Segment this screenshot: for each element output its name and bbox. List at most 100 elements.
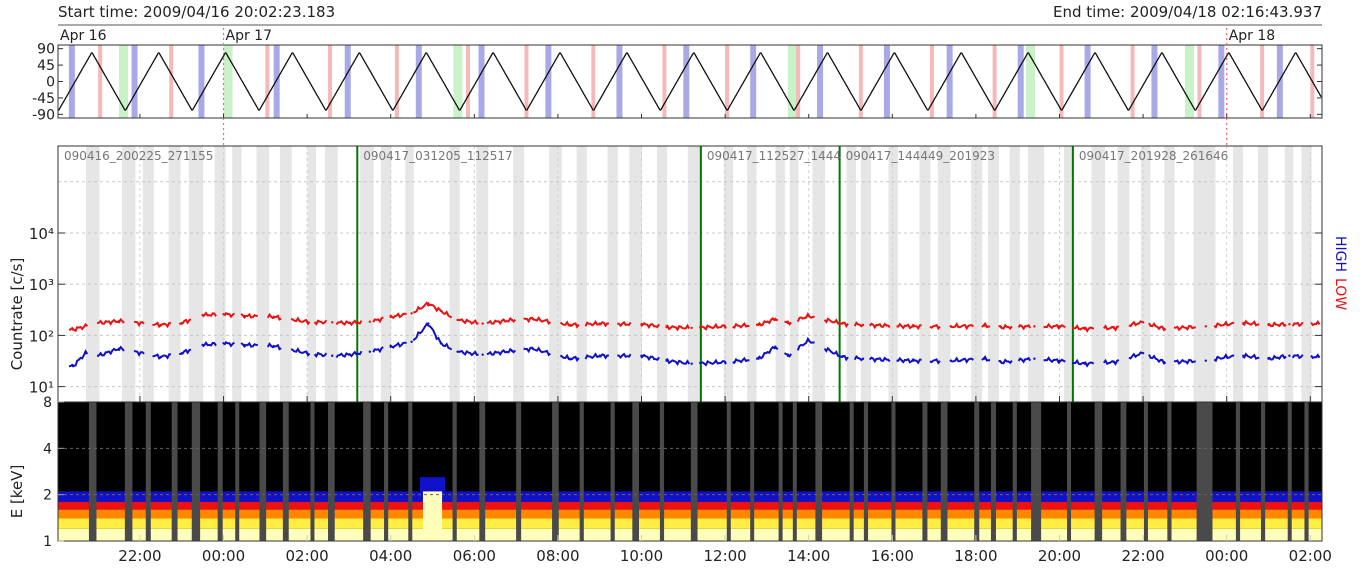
data-point-low xyxy=(410,312,413,315)
countrate-gap-shade xyxy=(1028,146,1045,402)
series-segment xyxy=(732,322,750,329)
spectrogram-gap xyxy=(408,402,413,541)
data-point-low xyxy=(598,322,601,325)
countrate-gap-shade xyxy=(987,146,999,402)
series-segment xyxy=(853,321,864,328)
series-segment xyxy=(1310,319,1321,327)
attitude-red-band xyxy=(992,45,997,118)
data-point-high xyxy=(410,340,413,343)
day-label: Apr 16 xyxy=(60,28,107,44)
series-segment xyxy=(1128,351,1143,360)
data-point-low xyxy=(389,315,392,319)
data-point-high xyxy=(1288,354,1291,357)
data-point-high xyxy=(598,354,601,357)
attitude-red-band xyxy=(1059,45,1064,118)
data-point-low xyxy=(665,325,668,329)
series-segment xyxy=(640,321,660,330)
data-point-high xyxy=(305,351,309,355)
countrate-ytick-label: 10¹ xyxy=(29,379,54,397)
data-point-low xyxy=(243,314,246,318)
file-label: 090417_201928_261646 xyxy=(1079,149,1228,163)
data-point-high xyxy=(272,344,275,348)
attitude-green-band xyxy=(1026,45,1036,118)
data-point-high xyxy=(481,353,484,356)
countrate-gap-shade xyxy=(629,146,643,402)
data-point-high xyxy=(201,343,204,347)
series-segment xyxy=(1072,358,1095,368)
series-segment xyxy=(1267,321,1287,328)
spectrogram-gap xyxy=(191,402,201,541)
attitude-ytick-label: 0 xyxy=(46,75,55,91)
attitude-ytick-label: -90 xyxy=(32,107,55,123)
x-tick-label: 02:00 xyxy=(1289,547,1332,565)
data-point-low xyxy=(786,321,790,325)
spectrogram-gap xyxy=(849,402,854,541)
spectrogram-gap xyxy=(235,402,240,541)
day-label: Apr 18 xyxy=(1229,28,1275,44)
series-segment xyxy=(1213,353,1235,363)
data-point-low xyxy=(180,321,183,325)
countrate-gap-shade xyxy=(214,146,226,402)
x-tick-label: 16:00 xyxy=(871,547,914,565)
time-axis: 22:00 00:00 02:00 04:00 06:00 08:00 10:00 12:00… xyxy=(118,114,1332,565)
spectrogram-gap xyxy=(750,402,755,541)
data-point-low xyxy=(723,325,727,328)
series-segment xyxy=(313,351,328,358)
attitude-red-band xyxy=(394,45,399,118)
data-point-low xyxy=(999,325,1003,329)
data-point-low xyxy=(96,321,100,325)
file-label: 090416_200225_271155 xyxy=(64,149,213,163)
series-segment xyxy=(665,323,691,332)
data-point-low xyxy=(439,309,443,313)
attitude-red-band xyxy=(858,45,863,118)
data-point-high xyxy=(1162,360,1166,364)
attitude-red-band xyxy=(725,45,730,118)
data-point-high xyxy=(1204,359,1207,362)
series-segment xyxy=(617,352,632,360)
data-point-high xyxy=(389,345,392,348)
series-segment xyxy=(68,322,89,333)
attitude-green-band xyxy=(787,45,797,118)
series-segment xyxy=(223,311,235,319)
series-segment xyxy=(372,346,384,354)
series-segment xyxy=(223,340,235,348)
series-segment xyxy=(1148,354,1167,365)
spectrogram-band xyxy=(58,518,1322,529)
x-tick-label: 22:00 xyxy=(118,547,161,565)
spectrogram-panel: 1 2 4 8 E [keV] xyxy=(8,395,1323,550)
data-point-low xyxy=(1083,327,1086,330)
attitude-red-band xyxy=(524,45,529,118)
countrate-gap-shade xyxy=(1193,146,1216,402)
data-point-low xyxy=(305,320,309,323)
spectrogram-gap xyxy=(479,402,486,541)
countrate-gap-shade xyxy=(449,146,460,402)
series-segment xyxy=(1017,356,1032,364)
series-segment xyxy=(412,322,453,351)
spectrogram-gap xyxy=(778,402,783,541)
attitude-ytick-label: 90 xyxy=(37,42,55,58)
series-segment xyxy=(1291,353,1304,360)
series-segment xyxy=(1103,358,1120,366)
data-point-high xyxy=(368,350,372,353)
x-tick-label: 00:00 xyxy=(1205,547,1248,565)
data-point-high xyxy=(243,343,246,347)
spectrogram-gap xyxy=(171,402,178,541)
x-tick-label: 18:00 xyxy=(954,547,997,565)
countrate-gap-shade xyxy=(85,146,100,402)
series-segment xyxy=(201,311,217,318)
attitude-blue-band xyxy=(817,45,824,118)
attitude-blue-band xyxy=(683,45,690,118)
series-segment xyxy=(389,312,407,320)
data-point-low xyxy=(1112,326,1116,330)
spectrogram-ytick-label: 2 xyxy=(43,488,52,504)
countrate-gap-shade xyxy=(1164,146,1175,402)
data-point-high xyxy=(665,359,668,362)
countrate-gap-shade xyxy=(1232,146,1244,402)
spectrogram-flare-core xyxy=(422,491,443,541)
start-time-label: Start time: 2009/04/16 20:02:23.183 xyxy=(58,3,335,21)
data-point-high xyxy=(439,342,443,345)
data-point-low xyxy=(1288,323,1291,326)
data-point-high xyxy=(347,353,351,356)
spectrogram-flare xyxy=(419,477,446,492)
